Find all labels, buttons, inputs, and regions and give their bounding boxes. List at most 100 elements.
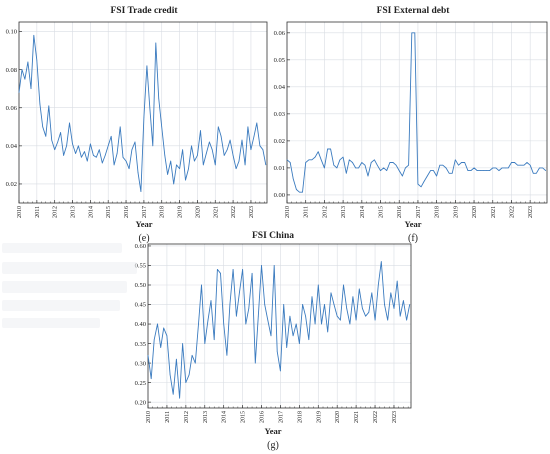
x-tick-label: 2023 [249, 206, 255, 218]
x-tick-label: 2013 [341, 206, 347, 218]
x-tick-label: 2019 [178, 206, 184, 218]
data-point [244, 164, 246, 166]
data-point [270, 335, 272, 337]
data-point [327, 331, 329, 333]
data-point [110, 135, 112, 137]
data-point [197, 155, 198, 156]
y-tick-label: 0.02 [274, 138, 285, 145]
data-point [408, 164, 409, 166]
data-point [405, 167, 406, 169]
x-tick-label: 2010 [17, 206, 23, 218]
y-tick-label: 0.25 [135, 380, 146, 387]
data-point [545, 170, 547, 171]
data-point [51, 139, 53, 141]
chart-title: FSI External debt [377, 6, 451, 16]
data-point [320, 159, 322, 161]
x-tick-label: 2017 [416, 206, 422, 218]
data-point [295, 323, 297, 325]
data-point [314, 323, 316, 325]
data-point [464, 162, 466, 163]
data-point [104, 155, 106, 156]
y-tick-label: 0.06 [274, 30, 286, 37]
data-point [324, 167, 325, 169]
data-point [352, 162, 353, 163]
data-point [383, 167, 385, 169]
data-point [245, 323, 247, 325]
data-point [259, 145, 261, 147]
background-smudge [2, 318, 100, 328]
data-point [302, 191, 303, 193]
data-point [340, 319, 341, 321]
data-point [39, 103, 41, 105]
data-point [163, 327, 165, 329]
data-point [370, 162, 372, 163]
data-point [492, 167, 494, 169]
x-tick-label: 2021 [354, 411, 360, 423]
data-point [317, 151, 319, 153]
y-tick-label: 0.55 [135, 263, 146, 270]
data-point [254, 362, 256, 364]
data-point [299, 191, 300, 193]
data-point [390, 292, 392, 294]
x-tick-label: 2015 [379, 206, 385, 218]
data-point [314, 156, 316, 158]
data-point [336, 315, 338, 317]
data-point [42, 126, 44, 128]
data-point [182, 149, 183, 151]
data-point [238, 160, 240, 162]
data-point [343, 284, 344, 286]
data-point [210, 300, 212, 301]
data-point [296, 189, 297, 190]
x-tick-label: 2014 [222, 411, 228, 423]
data-point [217, 269, 218, 270]
data-point [423, 181, 425, 182]
data-point [330, 292, 332, 294]
data-point [166, 335, 168, 337]
data-point [454, 159, 456, 161]
x-tick-label: 2021 [491, 206, 497, 218]
data-point [393, 308, 395, 309]
data-point [179, 397, 180, 399]
data-point [169, 374, 171, 376]
data-point [152, 145, 154, 147]
x-tick-label: 2014 [88, 206, 94, 218]
data-point [84, 151, 85, 152]
data-point [380, 170, 381, 171]
data-point [60, 132, 61, 133]
data-point [250, 149, 252, 151]
data-point [157, 323, 158, 325]
data-point [302, 304, 303, 305]
y-tick-label: 0.02 [6, 181, 17, 188]
data-point [411, 32, 413, 34]
data-point [205, 153, 207, 154]
data-point [150, 378, 152, 380]
y-tick-label: 0.20 [135, 399, 146, 406]
data-point [236, 315, 237, 317]
x-tick-label: 2011 [165, 411, 171, 423]
data-point [333, 304, 335, 305]
data-point [371, 292, 373, 294]
x-tick-label: 2015 [241, 411, 247, 423]
data-point [185, 382, 187, 383]
data-point [191, 145, 192, 147]
x-tick-label: 2022 [373, 411, 379, 423]
chart-panel-trade-credit: FSI Trade credit Year (e) 2010 2011 2012 20… [6, 6, 268, 244]
data-point [116, 153, 118, 154]
data-point [95, 156, 97, 158]
data-point [220, 135, 222, 137]
data-point [45, 135, 47, 137]
data-point [299, 343, 300, 344]
data-point [283, 304, 285, 305]
data-point [426, 175, 428, 177]
data-point [66, 145, 67, 147]
data-point [286, 347, 288, 348]
data-point [18, 92, 20, 93]
data-point [253, 135, 255, 137]
y-tick-label: 0.01 [274, 165, 285, 172]
data-point [147, 354, 149, 356]
data-point [119, 126, 121, 128]
subfigure-label: (f) [408, 233, 418, 244]
data-point [98, 149, 100, 151]
data-point [273, 265, 275, 266]
data-point [54, 149, 56, 151]
